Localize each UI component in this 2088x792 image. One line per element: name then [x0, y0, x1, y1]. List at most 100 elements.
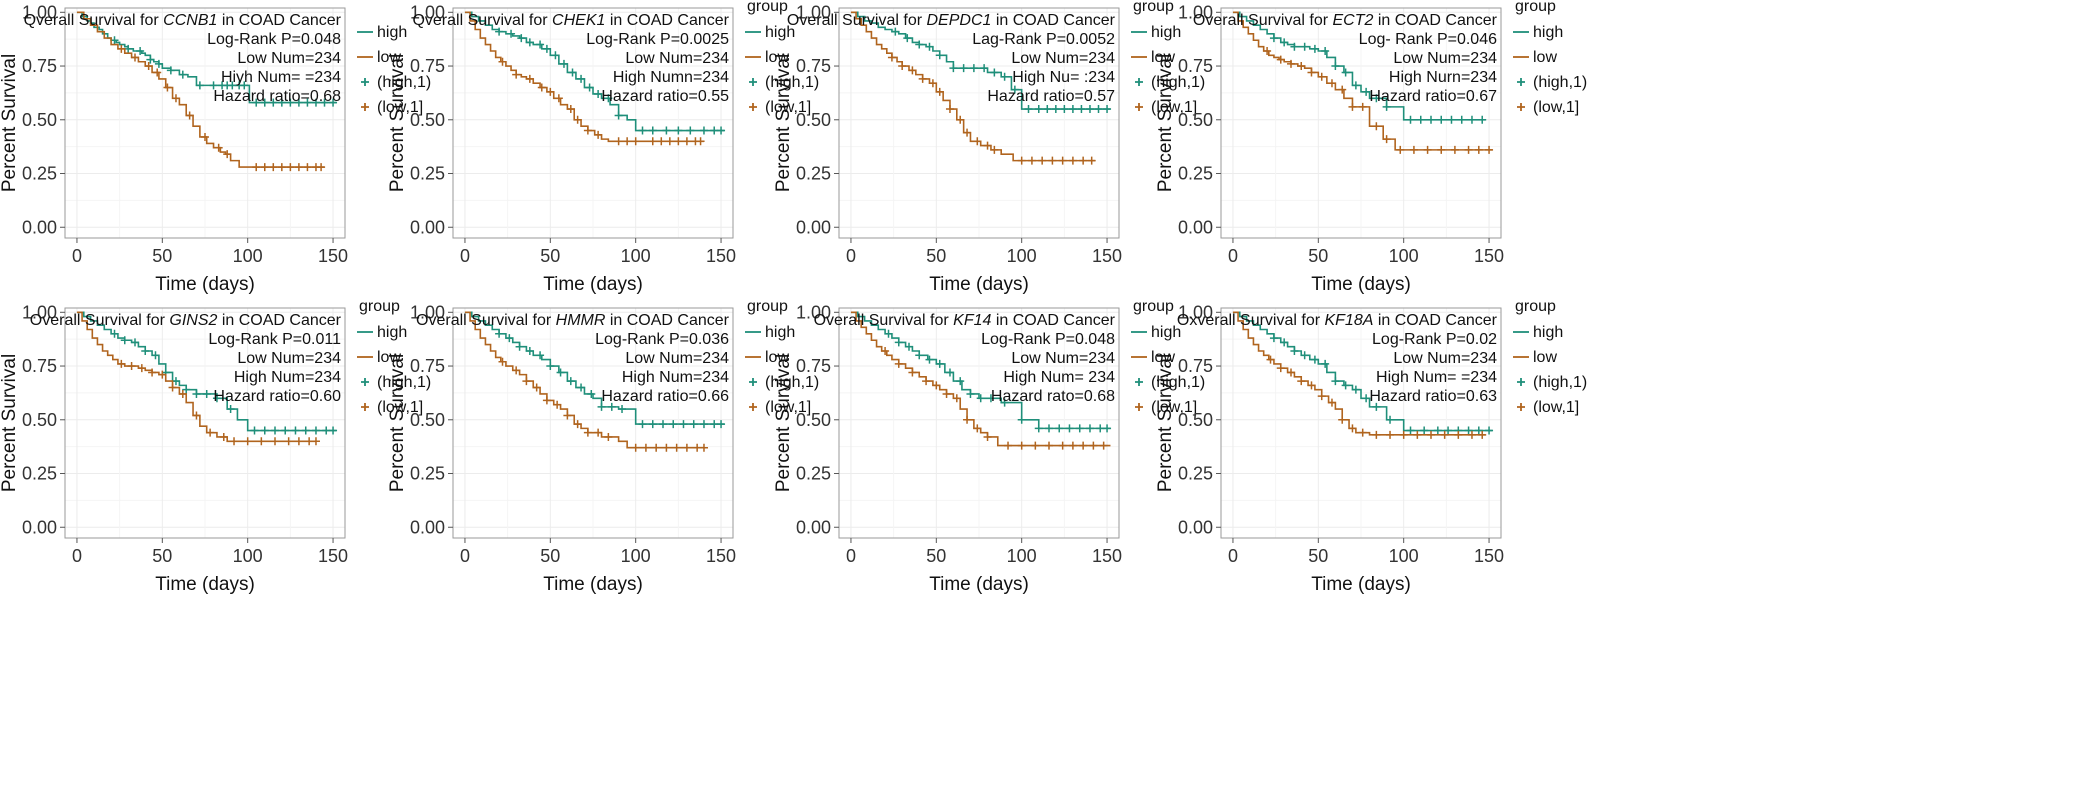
chart-panel-ect2: 0.00 0.25 0.50 0.75 1.00 0 50 100 150 Time (days)…: [1155, 0, 1587, 295]
censor-mark-high: [1103, 105, 1112, 114]
stat-annotation: High Num= =234: [1376, 369, 1497, 386]
censor-mark-low: [881, 346, 890, 355]
censor-mark-low: [1485, 145, 1494, 154]
x-tick-label: 100: [233, 546, 263, 566]
censor-mark-low: [168, 383, 177, 392]
censor-mark-high: [1060, 105, 1069, 114]
legend-title: group: [359, 298, 400, 315]
y-axis-title: Percent Survival: [387, 54, 408, 192]
censor-mark-low: [1327, 398, 1336, 407]
censor-mark-low: [908, 66, 917, 75]
censor-mark-high: [269, 98, 278, 107]
censor-mark-high: [536, 40, 545, 49]
censor-mark-high: [638, 126, 647, 135]
censor-mark-low: [294, 163, 303, 172]
km-curve-high: [76, 11, 337, 104]
legend-item-label: high: [377, 24, 407, 41]
censor-mark-low: [1382, 135, 1391, 144]
chart-title-prefix: Qverall Survival for: [24, 12, 164, 29]
censor-mark-low: [311, 437, 320, 446]
y-tick-label: 0.25: [22, 464, 57, 484]
censor-mark-high: [577, 74, 586, 83]
censor-mark-high: [1051, 105, 1060, 114]
censor-mark-low: [1423, 145, 1432, 154]
y-tick-label: 0.75: [22, 356, 57, 376]
censor-mark-low: [1440, 430, 1449, 439]
censor-mark-high: [956, 377, 965, 386]
stat-annotation: High Num=234: [622, 369, 729, 386]
stat-annotation: Log-Rank P=0.011: [208, 331, 341, 348]
censor-mark-low: [1048, 156, 1057, 165]
censor-mark-high: [577, 383, 586, 392]
stat-annotation: Low Num=234: [1011, 50, 1115, 67]
censor-mark-high: [1085, 105, 1094, 114]
y-tick-label: 0.50: [22, 110, 57, 130]
y-tick-label: 0.50: [410, 410, 445, 430]
censor-mark-low: [935, 87, 944, 96]
chart-title: Overall Survival for HMMR in COAD Cancer: [416, 312, 730, 329]
censor-mark-high: [271, 426, 279, 435]
chart-title-prefix: Overall Survival for: [1193, 12, 1333, 29]
censor-mark-high: [710, 126, 719, 135]
censor-mark-low: [1297, 62, 1306, 71]
censor-mark-high: [1075, 424, 1084, 433]
censor-mark-low: [192, 411, 201, 420]
censor-mark-high: [166, 66, 175, 75]
censor-mark-high: [250, 426, 259, 435]
x-tick-label: 50: [926, 546, 946, 566]
censor-mark-high: [1043, 105, 1052, 114]
censor-mark-high: [195, 81, 204, 90]
censor-mark-low: [185, 111, 194, 120]
censor-mark-high: [614, 111, 623, 120]
censor-mark-high: [1269, 334, 1278, 343]
censor-mark-high: [1386, 415, 1395, 424]
x-tick-label: 50: [152, 246, 172, 266]
legend-title: group: [1515, 298, 1556, 315]
plot-frame: [1220, 307, 1502, 539]
censor-mark-high: [252, 98, 261, 107]
censor-mark-high: [894, 338, 903, 347]
censor-mark-low: [1409, 145, 1418, 154]
y-tick-label: 0.25: [1178, 164, 1213, 184]
censor-mark-low: [1266, 355, 1275, 364]
x-tick-label: 50: [152, 546, 172, 566]
censor-mark-low: [317, 163, 326, 172]
legend-item-label: high: [1151, 324, 1181, 341]
censor-mark-low: [604, 432, 613, 441]
legend-item-label: low: [377, 49, 401, 66]
censor-mark-high: [699, 420, 708, 429]
legend-item-label: (high,1): [765, 74, 819, 91]
censor-mark-high: [525, 38, 534, 47]
x-tick-label: 100: [621, 546, 651, 566]
censor-mark-high: [525, 346, 534, 355]
censor-mark-high: [559, 59, 568, 68]
censor-mark-low: [1287, 59, 1295, 68]
legend-item-label: high: [765, 24, 795, 41]
censor-mark-high: [286, 98, 295, 107]
censor-mark-low: [983, 432, 992, 441]
censor-mark-high: [1045, 424, 1053, 433]
chart-panel-ccnb1: 0.00 0.25 0.50 0.75 1.00 0 50 100 150 Time (days)…: [0, 2, 431, 295]
censor-mark-low: [1307, 68, 1316, 77]
censor-mark-high: [717, 420, 726, 429]
censor-mark-low: [525, 74, 534, 83]
censor-mark-high: [891, 27, 900, 36]
y-tick-label: 0.25: [796, 464, 831, 484]
y-tick-label: 1.00: [796, 2, 831, 22]
x-tick-label: 0: [1228, 246, 1238, 266]
censor-mark-low: [206, 428, 215, 437]
censor-mark-high: [1280, 38, 1289, 47]
legend-title: group: [747, 298, 788, 315]
censor-mark-low: [171, 94, 180, 103]
x-axis-title: Time (days): [1311, 274, 1411, 295]
censor-mark-high: [515, 342, 524, 351]
censor-mark-high: [1457, 115, 1466, 124]
censor-mark-low: [922, 377, 931, 386]
censor-mark-low: [303, 163, 312, 172]
legend-title: group: [1515, 0, 1556, 15]
chart-title-gene: CHEK1: [552, 12, 605, 29]
x-axis-title: Time (days): [1311, 574, 1411, 595]
censor-mark-high: [568, 68, 577, 77]
censor-mark-high: [925, 355, 934, 364]
